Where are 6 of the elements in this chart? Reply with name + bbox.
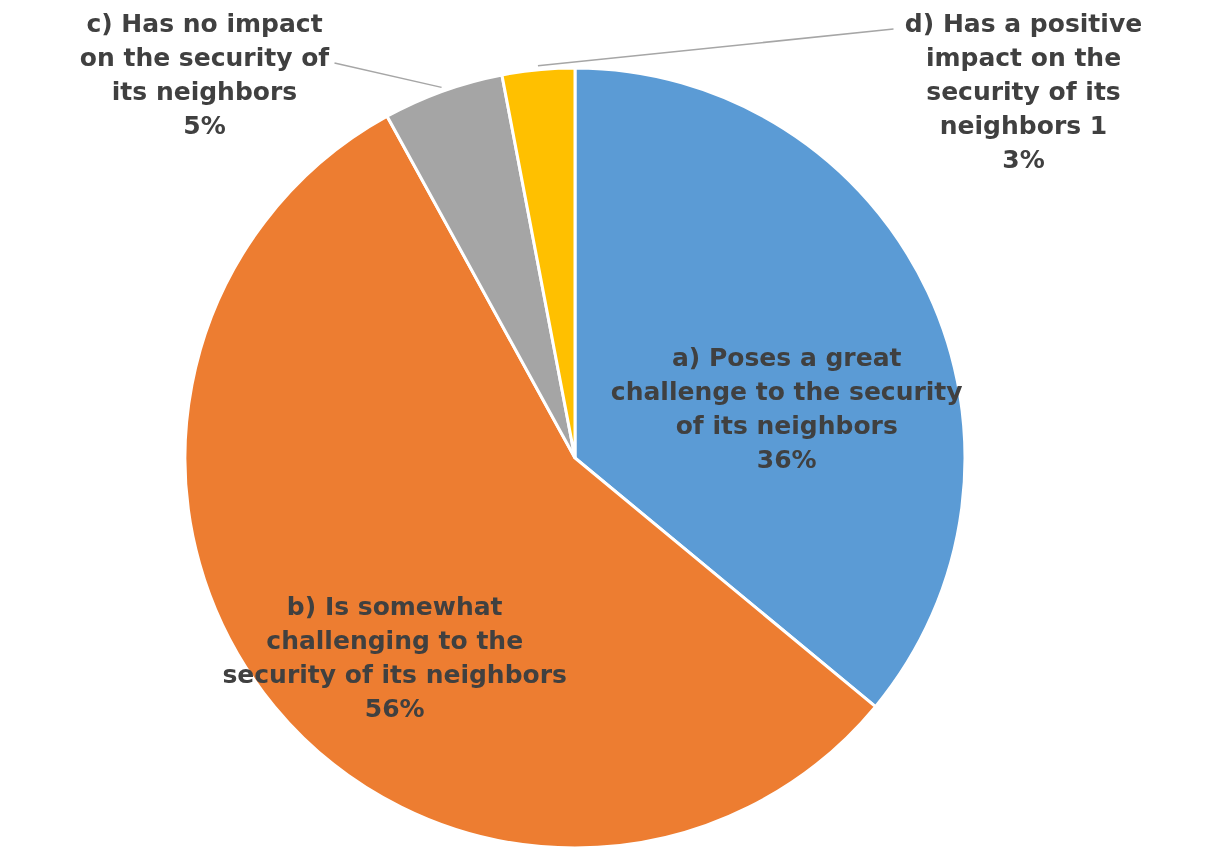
data-label: 3% (1002, 145, 1045, 174)
data-label: 36% (756, 445, 817, 475)
data-label: 5% (183, 111, 226, 140)
slice-label: c) Has no impact on the security of its neighbors (79, 9, 331, 106)
data-label: 56% (364, 694, 425, 724)
slice-label: d) Has a positive impact on the security of its neighbors 1 (904, 9, 1143, 140)
